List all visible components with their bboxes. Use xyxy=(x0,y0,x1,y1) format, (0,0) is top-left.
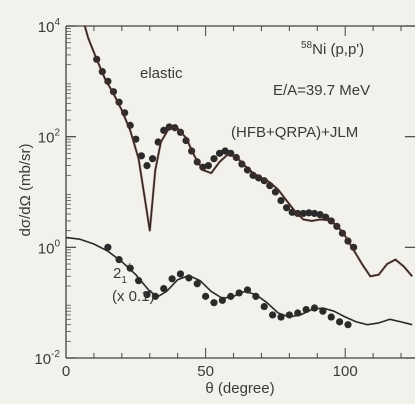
data-point xyxy=(336,318,344,326)
y-tick-exp: 0 xyxy=(54,238,60,249)
x-tick-label: 50 xyxy=(197,363,214,380)
y-tick-base: 10 xyxy=(34,351,51,368)
data-point xyxy=(160,284,168,293)
data-point xyxy=(238,160,246,168)
data-point xyxy=(176,270,185,278)
inelastic-sup: + xyxy=(127,261,133,272)
x-axis-title: θ (degree) xyxy=(205,380,274,397)
data-point xyxy=(168,275,176,283)
y-tick-exp: 2 xyxy=(54,128,60,139)
data-point xyxy=(310,209,319,218)
y-tick-base: 10 xyxy=(38,19,55,36)
data-point xyxy=(143,161,151,170)
inelastic-sub: 1 xyxy=(121,275,127,286)
data-point xyxy=(316,211,324,219)
y-tick-label: 100 xyxy=(38,238,61,257)
y-axis-title: dσ/dΩ (mb/sr) xyxy=(17,144,34,237)
data-point xyxy=(143,290,151,299)
data-point xyxy=(204,161,212,170)
minor-ticks xyxy=(66,26,402,358)
inelastic-base: 2 xyxy=(113,265,121,282)
y-tick-label: 104 xyxy=(38,17,61,36)
data-point xyxy=(210,299,218,307)
data-point xyxy=(134,277,143,285)
data-point xyxy=(193,280,201,288)
x-ticks: 0 50 100 xyxy=(62,363,358,380)
data-point xyxy=(137,152,145,160)
reaction-label: 58Ni (p,p') xyxy=(301,40,364,58)
plot-area xyxy=(66,26,414,329)
data-point xyxy=(299,209,307,218)
data-point xyxy=(210,155,218,163)
model-label: (HFB+QRPA)+JLM xyxy=(231,124,358,141)
data-point xyxy=(277,196,285,205)
data-point xyxy=(282,204,291,212)
data-point xyxy=(215,149,224,157)
data-point xyxy=(104,243,112,251)
y-tick-base: 10 xyxy=(38,240,55,257)
data-point xyxy=(260,302,268,311)
data-point xyxy=(148,155,157,163)
y-tick-label: 10-2 xyxy=(34,349,60,368)
data-point xyxy=(160,126,168,134)
x-tick-label: 0 xyxy=(62,363,70,380)
x-tick-label: 100 xyxy=(333,363,358,380)
data-point xyxy=(271,188,279,196)
data-point xyxy=(202,292,210,300)
data-point xyxy=(126,264,134,272)
data-point xyxy=(319,307,327,315)
y-tick-label: 102 xyxy=(38,128,61,147)
data-point xyxy=(305,209,313,217)
series-curve-1 xyxy=(83,26,413,278)
energy-label: E/A=39.7 MeV xyxy=(273,82,370,99)
data-point xyxy=(243,166,252,174)
elastic-label: elastic xyxy=(140,65,183,82)
y-tick-exp: -2 xyxy=(51,349,60,360)
inelastic-label: 21+ xyxy=(113,261,133,286)
data-point xyxy=(310,304,319,312)
reaction-text: Ni (p,p') xyxy=(312,41,364,58)
data-point xyxy=(269,311,277,319)
inelastic-scale-label: (x 0.1) xyxy=(112,288,155,305)
nucleus-mass: 58 xyxy=(301,40,313,51)
data-point xyxy=(221,147,229,155)
data-point xyxy=(327,313,335,321)
data-point xyxy=(344,321,352,329)
y-tick-base: 10 xyxy=(38,130,55,147)
y-tick-exp: 4 xyxy=(54,17,60,28)
series-curve-3 xyxy=(66,236,413,326)
